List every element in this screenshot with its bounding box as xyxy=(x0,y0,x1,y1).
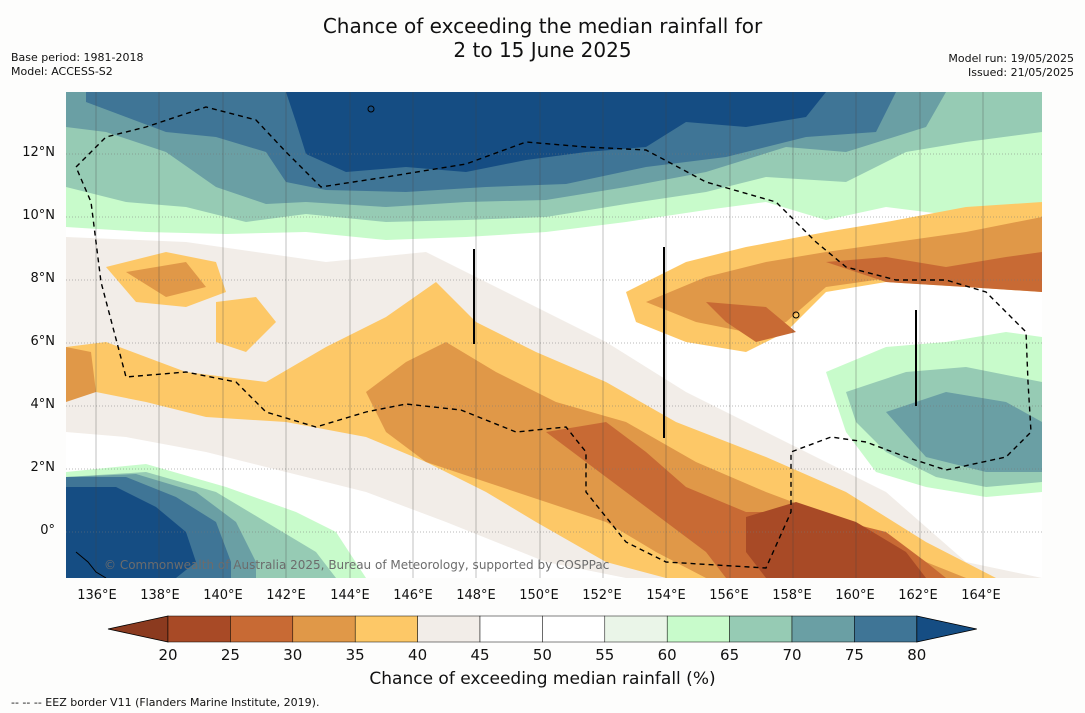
band-dry-brown xyxy=(746,502,926,578)
x-tick-142e: 142°E xyxy=(266,588,306,603)
x-tick-148e: 148°E xyxy=(456,588,496,603)
meta-left: Base period: 1981-2018 Model: ACCESS-S2 xyxy=(11,51,143,79)
x-tick-138e: 138°E xyxy=(140,588,180,603)
colorbar-tick-65: 65 xyxy=(720,646,739,664)
eez-footnote: -- -- -- EEZ border V11 (Flanders Marine… xyxy=(11,696,320,709)
colorbar-tick-50: 50 xyxy=(533,646,552,664)
colorbar-tick-45: 45 xyxy=(470,646,489,664)
base-period: Base period: 1981-2018 xyxy=(11,51,144,64)
x-tick-152e: 152°E xyxy=(582,588,622,603)
y-tick-2n: 2°N xyxy=(30,460,56,475)
colorbar-tick-20: 20 xyxy=(158,646,177,664)
band-north-deepblue xyxy=(286,92,826,172)
colorbar-over-arrow xyxy=(916,615,977,643)
colorbar-bin-65-70 xyxy=(729,615,793,643)
y-tick-6n: 6°N xyxy=(30,334,56,349)
colorbar-bin-45-50 xyxy=(479,615,543,643)
colorbar: 20 25 30 35 40 45 50 55 60 65 70 75 80 xyxy=(0,612,1085,668)
x-tick-162e: 162°E xyxy=(898,588,938,603)
x-tick-150e: 150°E xyxy=(519,588,559,603)
rainfall-map xyxy=(66,92,1042,578)
x-tick-136e: 136°E xyxy=(77,588,117,603)
title-line-2: 2 to 15 June 2025 xyxy=(453,38,632,62)
model-name: Model: ACCESS-S2 xyxy=(11,65,113,78)
colorbar-tick-60: 60 xyxy=(658,646,677,664)
x-tick-156e: 156°E xyxy=(709,588,749,603)
colorbar-bin-25-30 xyxy=(230,615,294,643)
patch-sw-deepblue xyxy=(66,487,196,578)
colorbar-tick-25: 25 xyxy=(221,646,240,664)
colorbar-tick-80: 80 xyxy=(907,646,926,664)
x-tick-154e: 154°E xyxy=(646,588,686,603)
patch-west-orange xyxy=(66,262,206,402)
issued-date: Issued: 21/05/2025 xyxy=(967,66,1074,79)
x-tick-164e: 164°E xyxy=(961,588,1001,603)
colorbar-under-arrow xyxy=(107,615,169,643)
colorbar-bin-40-45 xyxy=(417,615,481,643)
y-tick-0: 0° xyxy=(40,523,55,538)
colorbar-bin-55-60 xyxy=(604,615,668,643)
patch-se-darkteal xyxy=(886,392,1042,472)
x-tick-140e: 140°E xyxy=(203,588,243,603)
solid-boundaries xyxy=(473,247,917,438)
colorbar-bin-20-25 xyxy=(167,615,231,643)
colorbar-bin-75-80 xyxy=(854,615,918,643)
colorbar-tick-55: 55 xyxy=(595,646,614,664)
colorbar-bin-50-55 xyxy=(542,615,606,643)
colorbar-tick-40: 40 xyxy=(408,646,427,664)
colorbar-tick-35: 35 xyxy=(346,646,365,664)
x-tick-146e: 146°E xyxy=(393,588,433,603)
islands xyxy=(75,105,800,578)
model-run: Model run: 19/05/2025 xyxy=(948,52,1074,65)
y-tick-4n: 4°N xyxy=(30,397,56,412)
colorbar-bin-30-35 xyxy=(292,615,356,643)
patch-east-orange xyxy=(646,217,1042,332)
y-tick-8n: 8°N xyxy=(30,271,56,286)
colorbar-tick-70: 70 xyxy=(782,646,801,664)
attribution: © Commonwealth of Australia 2025, Bureau… xyxy=(104,558,610,572)
colorbar-tick-30: 30 xyxy=(283,646,302,664)
gridlines xyxy=(66,153,1042,533)
meridians xyxy=(95,92,984,578)
x-tick-160e: 160°E xyxy=(835,588,875,603)
y-tick-12n: 12°N xyxy=(22,145,55,160)
colorbar-svg: 20 25 30 35 40 45 50 55 60 65 70 75 80 xyxy=(107,615,977,664)
x-tick-144e: 144°E xyxy=(330,588,370,603)
colorbar-tick-75: 75 xyxy=(845,646,864,664)
colorbar-bin-70-75 xyxy=(791,615,855,643)
map-title: Chance of exceeding the median rainfall … xyxy=(0,14,1085,62)
title-line-1: Chance of exceeding the median rainfall … xyxy=(322,14,763,38)
y-tick-10n: 10°N xyxy=(22,208,55,223)
colorbar-bin-35-40 xyxy=(354,615,418,643)
colorbar-label: Chance of exceeding median rainfall (%) xyxy=(369,669,716,689)
meta-right: Model run: 19/05/2025 Issued: 21/05/2025 xyxy=(948,52,1074,80)
map-svg xyxy=(66,92,1042,578)
x-tick-158e: 158°E xyxy=(772,588,812,603)
eez-border xyxy=(75,106,1032,569)
patch-east-red xyxy=(706,252,1042,342)
colorbar-bin-60-65 xyxy=(666,615,730,643)
